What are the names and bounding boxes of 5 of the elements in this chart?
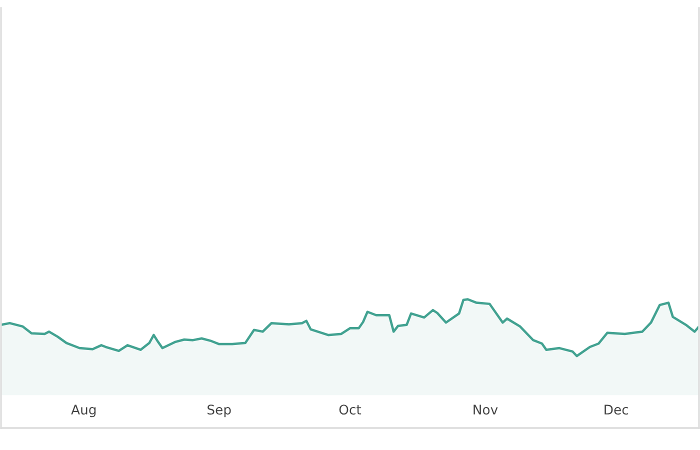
x-tick-label: Oct bbox=[339, 404, 362, 415]
x-tick-label: Nov bbox=[474, 404, 498, 415]
x-tick-label: Dec bbox=[604, 404, 628, 415]
x-tick-label: Aug bbox=[71, 404, 96, 418]
x-tick-label: Sep bbox=[208, 404, 231, 418]
